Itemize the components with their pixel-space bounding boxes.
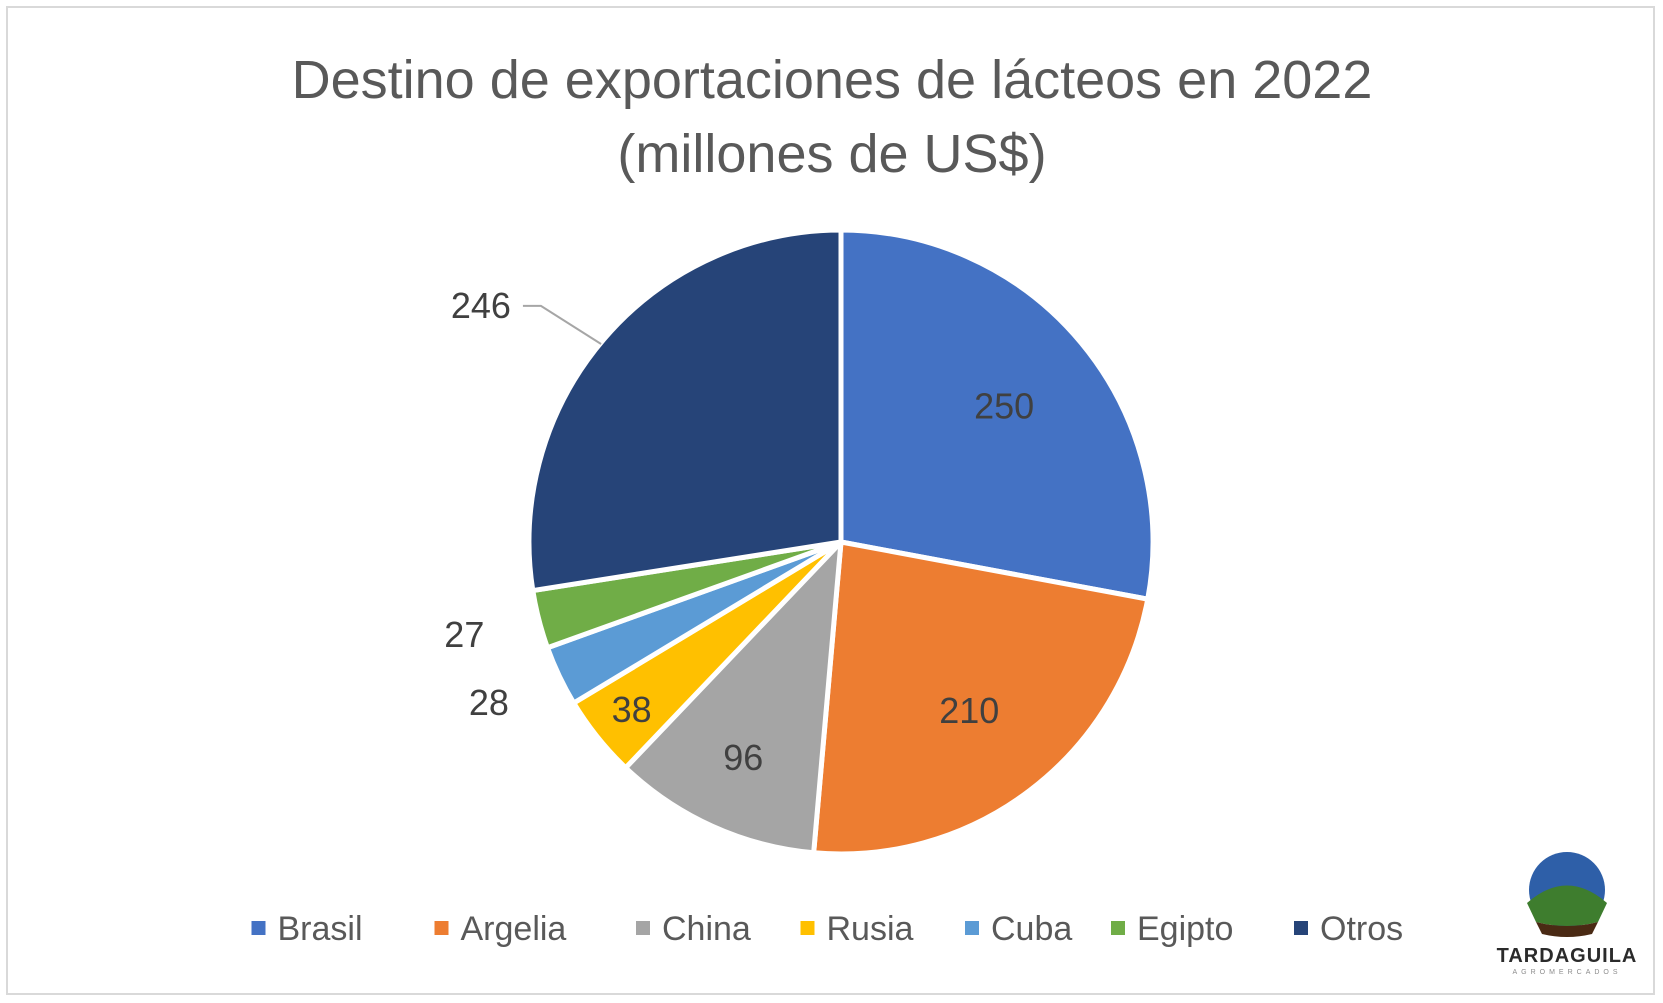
legend-swatch-china xyxy=(636,921,650,935)
logo-tagline: AGROMERCADOS xyxy=(1512,969,1621,976)
chart-subtitle: (millones de US$) xyxy=(617,124,1046,184)
pie-slices xyxy=(526,227,1156,857)
legend-swatch-cuba xyxy=(965,921,979,935)
logo-hill xyxy=(1527,885,1607,926)
legend-label-egipto: Egipto xyxy=(1137,910,1233,948)
pie-slice-otros xyxy=(526,227,844,594)
leader-line-otros xyxy=(522,304,602,345)
data-label-china: 96 xyxy=(723,737,763,778)
legend-swatch-otros xyxy=(1294,921,1308,935)
data-label-egipto: 27 xyxy=(444,614,484,655)
legend-label-cuba: Cuba xyxy=(991,910,1072,948)
data-label-rusia: 38 xyxy=(612,689,652,730)
chart-title: Destino de exportaciones de lácteos en 2… xyxy=(292,50,1373,110)
legend-swatch-argelia xyxy=(434,921,449,935)
data-label-otros: 246 xyxy=(451,285,511,326)
legend-label-rusia: Rusia xyxy=(827,910,914,948)
data-label-brasil: 250 xyxy=(974,385,1034,426)
pie-slice-brasil xyxy=(838,227,1156,602)
legend-swatch-rusia xyxy=(800,921,815,935)
data-labels: 250 210 96 38 28 27 246 xyxy=(444,285,1034,778)
legend-swatch-egipto xyxy=(1111,921,1125,935)
logo-soil xyxy=(1536,922,1598,937)
legend-label-argelia: Argelia xyxy=(461,910,567,948)
pie-slice-china xyxy=(623,539,844,856)
legend: Brasil Argelia China Rusia Cuba Egipto Otros xyxy=(251,910,1403,948)
legend-label-otros: Otros xyxy=(1320,910,1403,948)
pie-slice-argelia xyxy=(811,539,1151,857)
legend-label-brasil: Brasil xyxy=(278,910,363,948)
legend-swatch-brasil xyxy=(251,921,266,935)
logo-name: TARDAGUILA xyxy=(1497,945,1638,967)
data-label-argelia: 210 xyxy=(939,690,999,731)
legend-label-china: China xyxy=(662,910,751,948)
data-label-cuba: 28 xyxy=(469,682,509,723)
tardaguila-logo: TARDAGUILA AGROMERCADOS xyxy=(1497,852,1638,976)
